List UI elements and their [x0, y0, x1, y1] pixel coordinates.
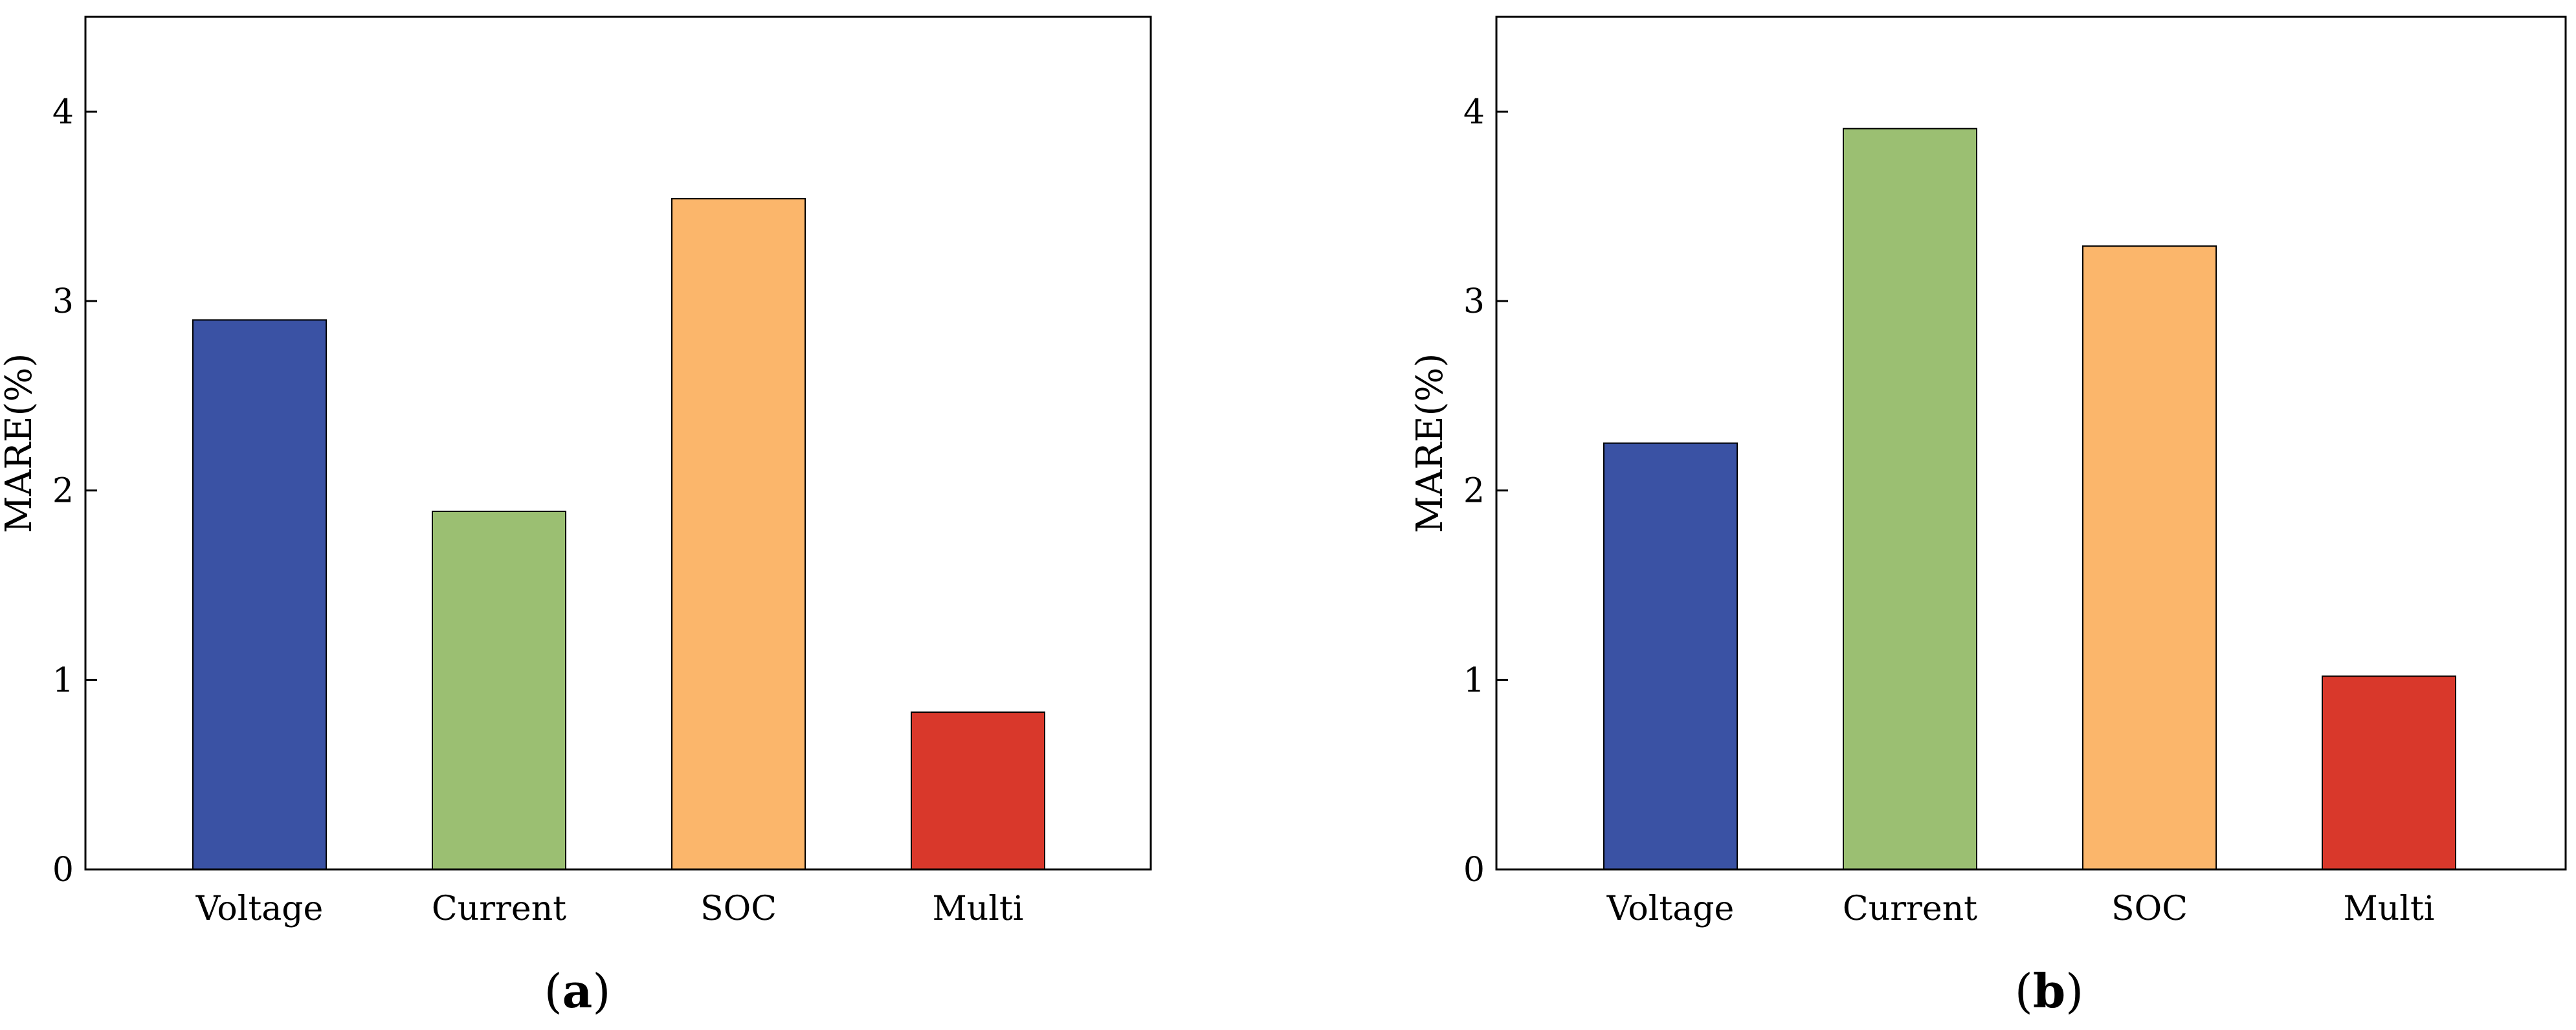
y-tick-label: 3	[52, 282, 74, 321]
plot-frame	[1495, 16, 2567, 871]
bar-multi	[2322, 675, 2456, 870]
x-tick-label: Multi	[933, 890, 1024, 928]
y-tick-label: 4	[1463, 93, 1485, 131]
bar-current	[432, 510, 566, 870]
y-tick-label: 1	[52, 661, 74, 700]
y-tick-label: 2	[1463, 472, 1485, 511]
x-tick-label: SOC	[2111, 890, 2188, 928]
bar-voltage	[1603, 442, 1738, 870]
panel-a: Voltage Current SOC Multi 0 1 2 3 4 MARE(%) (a)	[0, 16, 1152, 1018]
bar-multi	[911, 711, 1045, 870]
plot-frame	[84, 16, 1152, 871]
y-tick-label: 2	[52, 472, 74, 511]
bar-current	[1843, 128, 1977, 870]
x-tick-label: SOC	[700, 890, 777, 928]
x-tick-label: Current	[1843, 890, 1977, 928]
panel-label: (b)	[2015, 963, 2084, 1018]
panel-b: Voltage Current SOC Multi 0 1 2 3 4 MARE(%) (b)	[1409, 16, 2567, 1018]
x-tick-label: Voltage	[1606, 890, 1735, 928]
y-tick-label: 1	[1463, 661, 1485, 700]
panel-label: (a)	[544, 963, 611, 1018]
y-axis-label: MARE(%)	[1409, 353, 1451, 533]
x-tick-label: Current	[432, 890, 566, 928]
bar-soc	[2082, 245, 2217, 871]
y-tick-label: 4	[52, 93, 74, 131]
y-tick-label: 0	[52, 851, 74, 890]
bar-soc	[671, 197, 806, 871]
x-tick-label: Voltage	[195, 890, 324, 928]
y-tick-label: 3	[1463, 282, 1485, 321]
y-tick-label: 0	[1463, 851, 1485, 890]
x-tick-label: Multi	[2344, 890, 2435, 928]
y-axis-label: MARE(%)	[0, 353, 40, 533]
bar-voltage	[192, 319, 327, 870]
